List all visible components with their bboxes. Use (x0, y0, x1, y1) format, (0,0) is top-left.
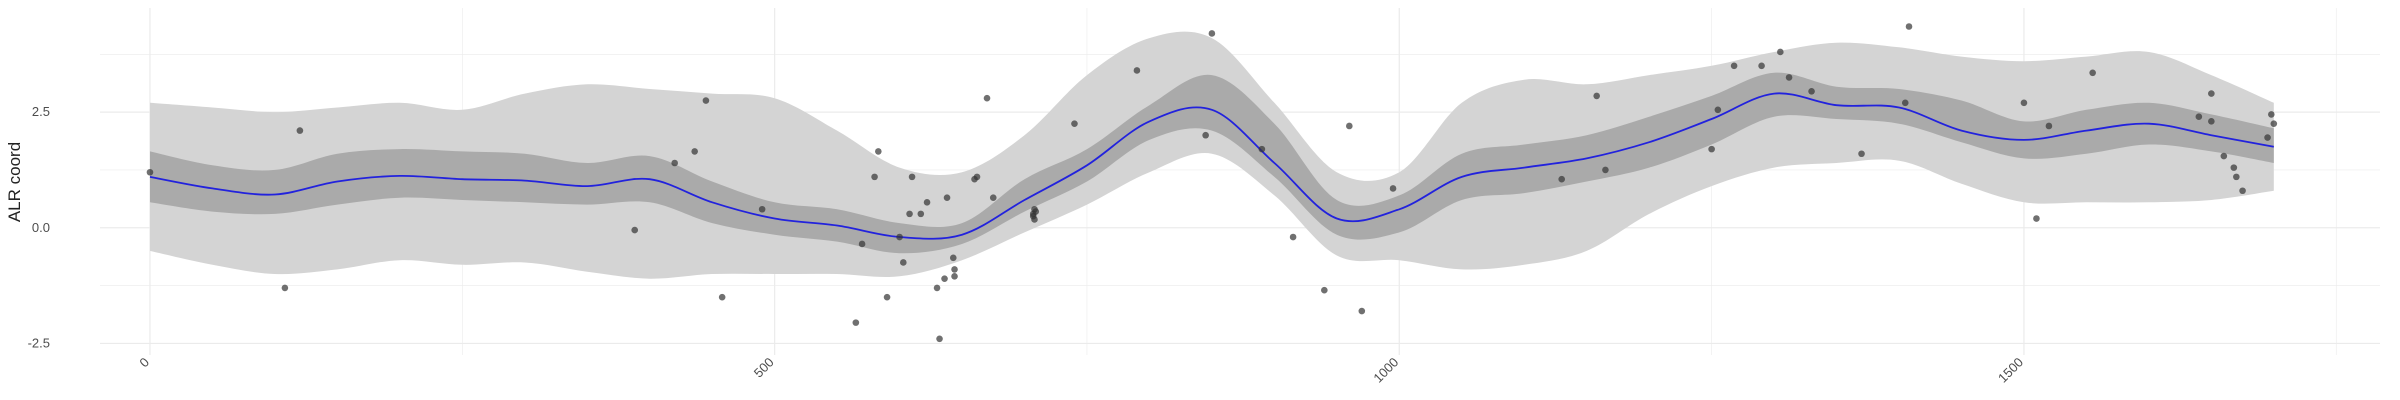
data-point (1901, 99, 1909, 107)
data-point (758, 205, 766, 213)
data-point (718, 293, 726, 301)
data-point (983, 94, 991, 102)
data-point (1032, 208, 1040, 215)
data-point (2230, 164, 2238, 171)
data-point (1258, 145, 1266, 153)
data-point (146, 168, 154, 176)
data-point (908, 173, 916, 181)
data-point (949, 254, 957, 262)
y-axis-title: ALR coord (5, 142, 24, 222)
data-point (2264, 134, 2271, 141)
x-axis-ticks: 0 500 1000 1500 (136, 355, 2026, 386)
data-point (2208, 118, 2215, 125)
y-axis-ticks: -2.5 0.0 2.5 (28, 104, 50, 350)
data-point (2208, 90, 2215, 97)
data-point (2239, 187, 2246, 195)
data-point (1071, 120, 1078, 127)
data-point (906, 210, 913, 218)
data-point (989, 194, 997, 201)
x-tick-label: 500 (751, 355, 777, 381)
observation-points (146, 23, 2278, 343)
data-point (702, 97, 710, 104)
y-tick-label: 0.0 (32, 220, 50, 235)
data-point (883, 293, 891, 301)
data-point (1208, 30, 1216, 37)
data-point (671, 159, 678, 167)
data-point (1905, 23, 1913, 30)
confidence-bands (150, 31, 2274, 279)
data-point (1133, 67, 1141, 74)
data-point (858, 240, 866, 248)
data-point (923, 199, 931, 206)
data-point (852, 319, 860, 326)
data-point (875, 148, 882, 155)
data-point (2268, 111, 2275, 118)
data-point (2270, 120, 2278, 127)
data-point (1346, 122, 1353, 130)
data-point (1808, 87, 1815, 95)
data-point (2033, 215, 2040, 222)
data-point (1708, 145, 1715, 153)
y-tick-label: -2.5 (28, 335, 50, 350)
data-point (1202, 131, 1209, 139)
data-point (1593, 92, 1600, 100)
data-point (2233, 173, 2240, 181)
data-point (1858, 150, 1865, 158)
data-point (1558, 175, 1565, 183)
data-point (871, 173, 878, 181)
data-point (973, 173, 981, 181)
data-point (2195, 113, 2203, 121)
data-point (2220, 152, 2228, 160)
data-point (1389, 185, 1397, 192)
mean-line-layer (149, 92, 2274, 240)
data-point (900, 259, 907, 266)
data-point (1289, 233, 1297, 241)
data-point (917, 210, 925, 218)
data-point (933, 284, 941, 292)
x-tick-label: 1500 (1995, 355, 2026, 386)
data-point (1777, 48, 1784, 56)
data-point (2089, 69, 2096, 77)
data-point (2045, 122, 2053, 130)
data-point (896, 233, 903, 241)
mean-line (149, 92, 2274, 240)
data-point (1602, 166, 1609, 174)
x-tick-label: 0 (136, 355, 152, 371)
data-point (631, 226, 639, 234)
data-point (2020, 99, 2028, 107)
inner-confidence-band (150, 72, 2274, 254)
data-point (691, 148, 698, 155)
y-tick-label: 2.5 (32, 104, 50, 119)
data-point (1785, 74, 1793, 81)
data-point (1714, 106, 1722, 114)
data-point (1321, 286, 1328, 294)
x-tick-label: 1000 (1370, 355, 1401, 386)
data-point (936, 335, 943, 343)
data-point (951, 273, 958, 280)
data-point (1730, 62, 1738, 70)
data-point (1758, 62, 1765, 70)
data-point (281, 284, 289, 292)
data-point (1358, 307, 1366, 315)
data-point (1031, 216, 1038, 223)
data-point (951, 266, 958, 273)
data-point (296, 127, 304, 134)
data-point (943, 194, 951, 201)
data-point (941, 275, 948, 282)
